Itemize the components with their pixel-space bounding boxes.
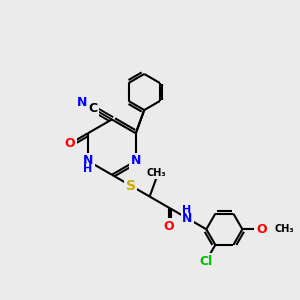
Text: H: H (83, 164, 92, 174)
Text: N: N (182, 212, 193, 225)
Text: O: O (256, 223, 267, 236)
Text: N: N (83, 154, 93, 167)
Text: O: O (163, 220, 174, 233)
Text: H: H (182, 205, 191, 215)
Text: S: S (126, 178, 136, 193)
Text: CH₃: CH₃ (146, 168, 166, 178)
Text: CH₃: CH₃ (274, 224, 294, 234)
Text: C: C (88, 102, 98, 115)
Text: N: N (77, 96, 88, 109)
Text: O: O (64, 137, 75, 150)
Text: N: N (130, 154, 141, 167)
Text: Cl: Cl (199, 255, 212, 268)
